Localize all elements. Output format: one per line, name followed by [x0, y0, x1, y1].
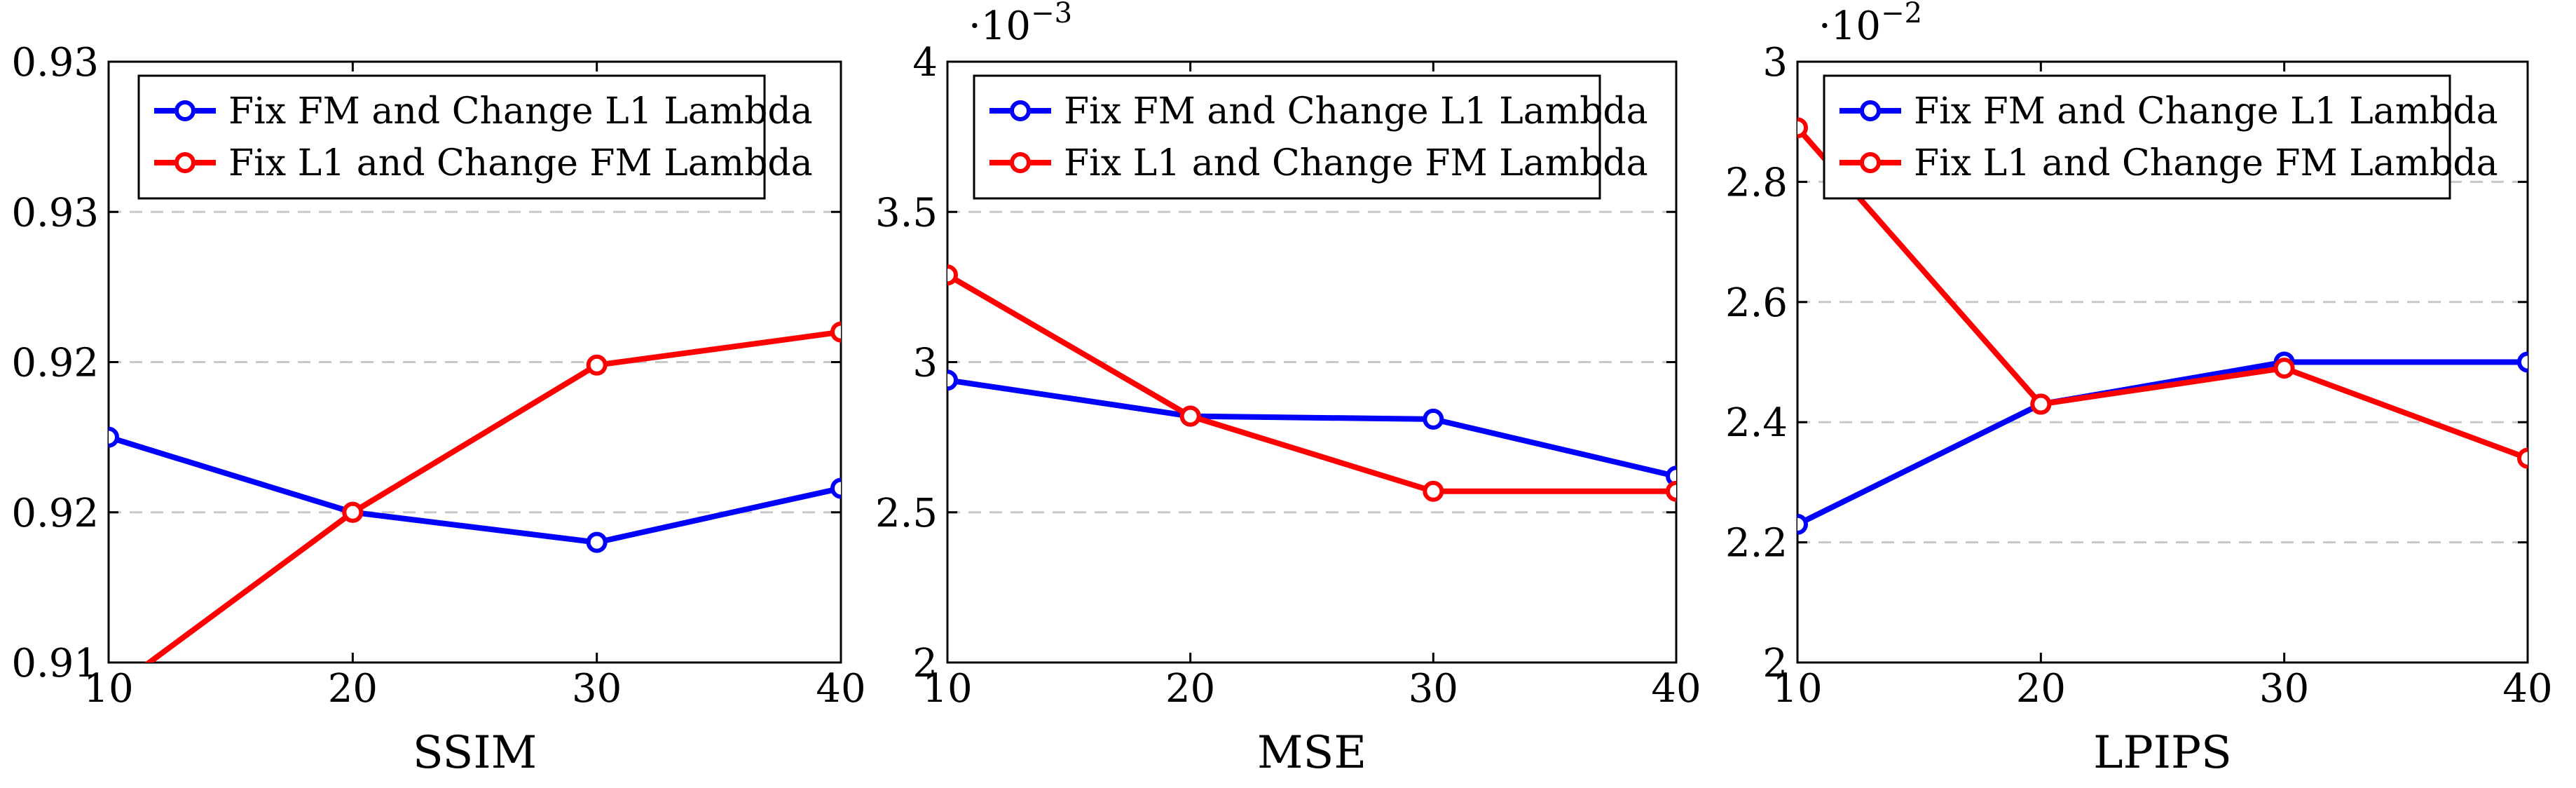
legend: Fix FM and Change L1 Lambda Fix L1 and Ch… [1823, 74, 2498, 200]
y-tick-label: 2 [1762, 641, 1788, 686]
data-point [2273, 358, 2295, 379]
data-point [1423, 408, 1444, 430]
x-tick-label: 40 [2502, 666, 2552, 712]
x-tick-label: 20 [1165, 666, 1215, 712]
y-tick-label: 2.8 [1725, 160, 1788, 205]
legend-label: Fix FM and Change L1 Lambda [1914, 90, 2498, 133]
y-tick-label: 0.92 [11, 491, 99, 536]
data-point [1666, 480, 1676, 502]
x-tick-label: 20 [328, 666, 378, 712]
x-tick-label: 40 [1651, 666, 1701, 712]
y-tick-label: 2.2 [1725, 521, 1788, 566]
y-tick-label: 2 [912, 641, 938, 686]
chart-panel-mse: 2 2.5 3 3.5 4 10 20 30 40 MSE ·10−3 Fix FM and Chan… [875, 0, 1701, 779]
x-tick-label: 30 [2259, 666, 2309, 712]
series-line [947, 272, 1676, 494]
y-tick-label: 3.5 [875, 190, 938, 236]
x-tick-label: 10 [83, 666, 133, 712]
data-point [1797, 513, 1808, 535]
legend-label: Fix L1 and Change FM Lambda [1914, 142, 2498, 184]
x-tick-label: 10 [1772, 666, 1822, 712]
y-scale-factor: ·10−2 [1818, 0, 1922, 49]
legend-swatch-marker [1860, 152, 1881, 173]
data-point [586, 354, 608, 376]
legend-swatch-marker [174, 152, 196, 173]
legend-box [137, 74, 766, 200]
series-blue [109, 426, 841, 553]
series-red [947, 264, 1676, 502]
legend-label: Fix L1 and Change FM Lambda [1064, 142, 1648, 184]
x-tick-label: 20 [2016, 666, 2066, 712]
legend-swatch-marker [1010, 100, 1031, 121]
data-point [1423, 480, 1444, 502]
legend-box [973, 74, 1601, 200]
y-tick-label: 0.91 [11, 641, 99, 686]
legend-label: Fix FM and Change L1 Lambda [228, 90, 813, 133]
series-red [144, 321, 841, 663]
x-tick-label: 30 [1409, 666, 1458, 712]
y-tick-label: 0.92 [11, 341, 99, 386]
y-tick-label: 3 [1762, 40, 1788, 86]
x-tick-label: 10 [922, 666, 972, 712]
y-tick-label: 2.5 [875, 491, 938, 536]
chart-panel-lpips: 2 2.2 2.4 2.6 2.8 3 10 20 30 40 LPIPS ·10−2 Fix FM a… [1725, 0, 2553, 779]
series-line [947, 377, 1676, 480]
chart-panel-ssim: 0.91 0.92 0.92 0.93 0.93 10 20 30 40 SSIM Fix FM a… [11, 40, 865, 779]
series-line [109, 434, 841, 545]
data-point [109, 426, 119, 448]
data-point [947, 369, 958, 391]
data-point [586, 531, 608, 553]
legend-label: Fix FM and Change L1 Lambda [1064, 90, 1648, 133]
legend: Fix FM and Change L1 Lambda Fix L1 and Ch… [137, 74, 813, 200]
y-tick-label: 4 [912, 40, 938, 86]
x-axis-label: SSIM [413, 727, 537, 779]
series-red [1797, 117, 2528, 469]
y-tick-label: 2.6 [1725, 280, 1788, 326]
data-point [342, 501, 364, 523]
data-point [1666, 466, 1676, 487]
data-point [830, 477, 841, 499]
data-point [830, 321, 841, 343]
legend-label: Fix L1 and Change FM Lambda [228, 142, 813, 184]
data-point [1179, 405, 1201, 427]
legend-swatch-marker [174, 100, 196, 121]
y-tick-label: 3 [912, 341, 938, 386]
data-point [2030, 393, 2052, 415]
series-line [1797, 359, 2528, 527]
y-scale-factor: ·10−3 [968, 0, 1072, 49]
x-axis-label: MSE [1257, 727, 1366, 779]
data-point [1797, 117, 1808, 139]
data-point [2517, 447, 2528, 469]
series-line [144, 329, 841, 663]
legend-box [1823, 74, 2451, 200]
x-axis-label: LPIPS [2093, 727, 2232, 779]
legend: Fix FM and Change L1 Lambda Fix L1 and Ch… [973, 74, 1648, 200]
data-point [947, 264, 958, 286]
data-point [2517, 351, 2528, 373]
series-blue [947, 369, 1676, 487]
legend-swatch-marker [1010, 152, 1031, 173]
y-tick-label: 0.93 [11, 190, 99, 236]
x-tick-label: 40 [816, 666, 865, 712]
y-tick-label: 2.4 [1725, 400, 1788, 446]
series-blue [1797, 351, 2528, 535]
y-tick-label: 0.93 [11, 40, 99, 86]
x-tick-label: 30 [572, 666, 622, 712]
legend-swatch-marker [1860, 100, 1881, 121]
series-line [1797, 125, 2528, 461]
